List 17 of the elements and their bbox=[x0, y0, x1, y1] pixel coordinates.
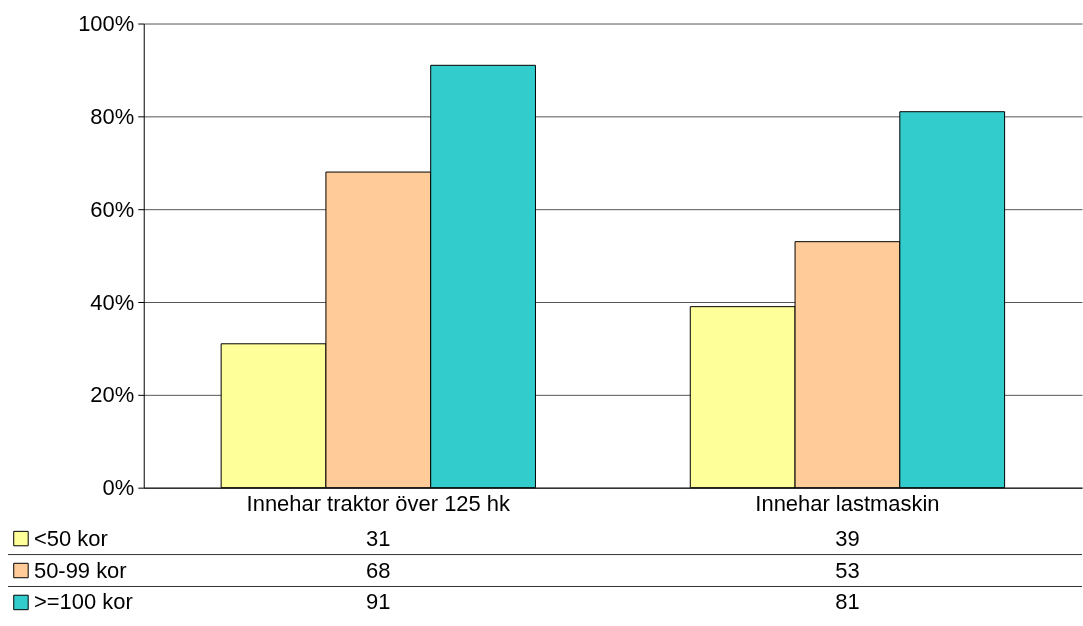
legend-label: 50-99 kor bbox=[33, 557, 127, 583]
data-label: 39 bbox=[835, 525, 860, 551]
y-tick-label: 0% bbox=[102, 475, 135, 501]
data-label: 68 bbox=[366, 557, 391, 583]
y-tick-label: 60% bbox=[90, 196, 135, 222]
legend-label: <50 kor bbox=[33, 525, 108, 551]
data-label: 53 bbox=[835, 557, 860, 583]
data-label: 91 bbox=[366, 589, 391, 615]
data-label: 81 bbox=[835, 589, 860, 615]
legend-label: >=100 kor bbox=[33, 589, 133, 615]
x-tick-label: Innehar lastmaskin bbox=[755, 491, 940, 517]
y-tick-label: 40% bbox=[90, 289, 135, 315]
y-tick-label: 20% bbox=[90, 382, 135, 408]
x-tick-label: Innehar traktor över 125 hk bbox=[246, 491, 511, 517]
data-label: 31 bbox=[366, 525, 391, 551]
y-tick-label: 100% bbox=[78, 11, 135, 37]
y-tick-label: 80% bbox=[90, 103, 135, 129]
